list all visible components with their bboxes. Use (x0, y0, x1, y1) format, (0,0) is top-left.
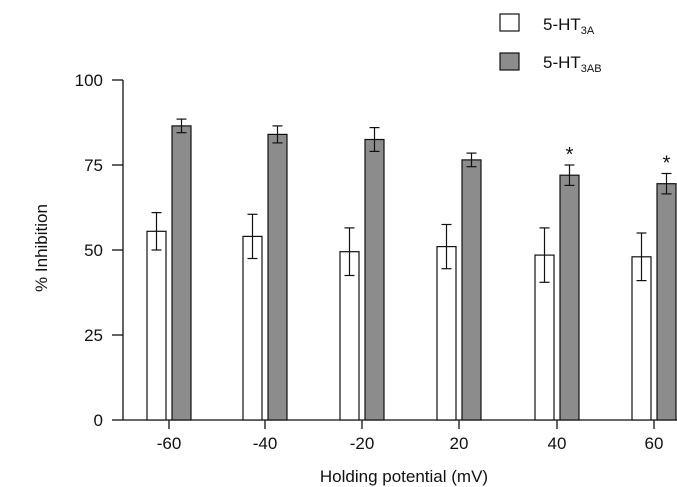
error-bar-3ab-40 (564, 164, 575, 186)
legend-swatch (499, 13, 520, 32)
bar-3a-60 (631, 256, 652, 421)
bar-3a--60 (146, 230, 167, 421)
y-tick-label: 50 (84, 241, 103, 260)
bar-3ab--60 (171, 125, 192, 421)
error-bar-3a-40 (539, 227, 550, 283)
y-tick-label: 100 (75, 71, 103, 90)
error-bar-3ab--20 (369, 126, 380, 152)
significance-star: * (566, 144, 574, 166)
error-bar-3a--60 (151, 212, 162, 251)
bar-3ab-20 (461, 159, 482, 421)
y-axis: 0 25 50 75 100 (75, 71, 124, 430)
bar-3ab--40 (267, 133, 288, 421)
x-tick-label: 20 (450, 434, 469, 453)
bar-3ab-60 (656, 183, 677, 421)
bar-3a--20 (339, 251, 360, 421)
legend-label: 5-HT3A (543, 15, 595, 37)
x-tick-label: -20 (350, 434, 375, 453)
legend-item-3ab: 5-HT3AB (499, 52, 602, 75)
significance-markers: * * (566, 144, 671, 175)
error-bar-3ab-20 (466, 152, 477, 168)
x-tick-label: -60 (157, 434, 182, 453)
x-tick-label: 40 (548, 434, 567, 453)
y-tick-label: 25 (84, 326, 103, 345)
error-bar-3ab--40 (272, 125, 283, 144)
legend-label: 5-HT3AB (543, 53, 602, 75)
error-bar-3ab--60 (176, 118, 187, 134)
bar-3ab-40 (559, 174, 580, 421)
error-bar-3a-60 (636, 232, 647, 282)
legend: 5-HT3A 5-HT3AB (499, 13, 602, 75)
y-tick-label: 0 (94, 411, 103, 430)
x-tick-label: -40 (253, 434, 278, 453)
error-bar-3a-20 (441, 223, 452, 270)
legend-swatch (499, 52, 520, 71)
x-axis: -60 -40 -20 20 40 60 (123, 419, 677, 453)
y-axis-label: % Inhibition (32, 204, 51, 292)
error-bar-3ab-60 (661, 172, 672, 195)
error-bar-3a--20 (344, 227, 355, 277)
error-bar-3a--40 (247, 213, 258, 260)
x-tick-label: 60 (645, 434, 664, 453)
bars-layer (146, 125, 677, 421)
significance-star: * (663, 153, 671, 175)
x-axis-label: Holding potential (mV) (320, 467, 488, 486)
bar-3ab--20 (364, 138, 385, 421)
bar-3a-20 (436, 246, 457, 421)
bar-3a--40 (242, 235, 263, 421)
y-tick-label: 75 (84, 156, 103, 175)
error-bars-layer (151, 118, 672, 283)
legend-item-3a: 5-HT3A (499, 13, 595, 37)
